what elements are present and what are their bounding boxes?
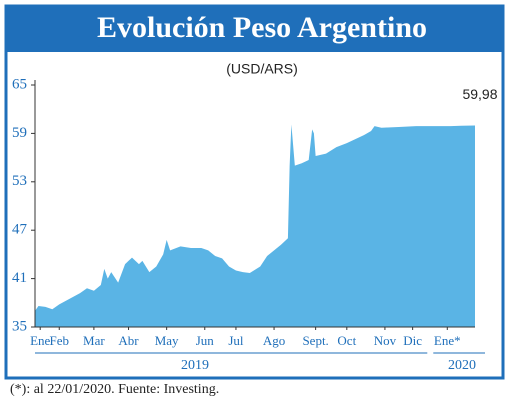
x-tick-label: Nov: [374, 333, 397, 348]
y-tick-label: 35: [12, 318, 27, 334]
annotation: 59,98: [462, 86, 497, 102]
y-tick-label: 41: [12, 270, 27, 286]
x-tick-label: Oct: [337, 333, 356, 348]
x-tick-label: Jun: [196, 333, 215, 348]
x-tick-label: Feb: [50, 333, 70, 348]
y-tick-label: 59: [12, 125, 27, 141]
title-banner: [6, 6, 503, 52]
x-tick-label: May: [155, 333, 179, 348]
year-label: 2019: [181, 358, 209, 373]
footnote: (*): al 22/01/2020. Fuente: Investing.: [10, 382, 219, 397]
chart-title: Evolución Peso Argentino: [97, 11, 427, 44]
x-tick-label: Mar: [83, 333, 105, 348]
year-label: 2020: [448, 358, 476, 373]
y-tick-label: 53: [12, 173, 27, 189]
x-tick-label: Ene: [30, 333, 50, 348]
x-tick-label: Jul: [228, 333, 244, 348]
x-tick-label: Abr: [118, 333, 139, 348]
x-tick-label: Ago: [263, 333, 285, 348]
x-tick-label: Ene*: [434, 333, 461, 348]
x-tick-label: Dic: [403, 333, 422, 348]
subtitle: (USD/ARS): [226, 61, 298, 77]
area: [35, 124, 475, 327]
y-tick-label: 47: [12, 222, 28, 238]
x-tick-label: Sept.: [302, 333, 328, 348]
y-tick-label: 65: [12, 76, 27, 92]
